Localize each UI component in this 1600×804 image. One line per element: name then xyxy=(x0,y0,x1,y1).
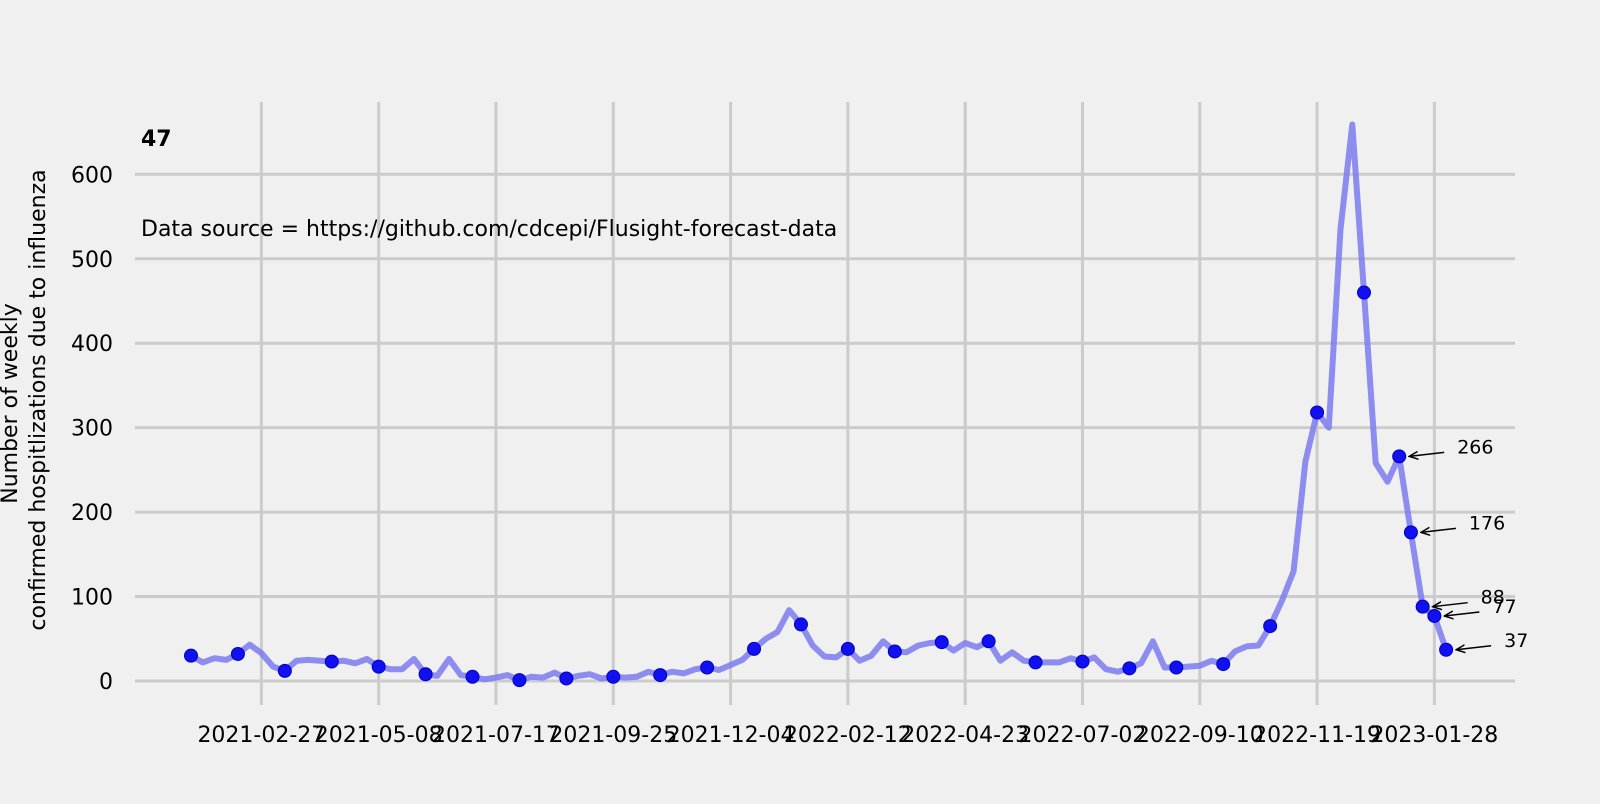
x-tick-label: 2022-04-23 xyxy=(901,723,1029,748)
callout-label: 88 xyxy=(1481,587,1505,609)
data-source-annotation: Data source = https://github.com/cdcepi/… xyxy=(141,217,837,242)
data-point xyxy=(887,644,902,659)
y-axis-label-line-1: Number of weekly xyxy=(0,303,23,504)
data-point xyxy=(324,654,339,669)
data-point xyxy=(1075,654,1090,669)
callout-arrow xyxy=(1433,603,1468,607)
data-point xyxy=(700,660,715,675)
callout-label: 176 xyxy=(1469,512,1505,534)
data-point xyxy=(793,617,808,632)
data-point xyxy=(1263,619,1278,634)
x-tick-label: 2022-11-19 xyxy=(1253,723,1381,748)
data-point xyxy=(1415,599,1430,614)
y-axis-label-line-2: confirmed hospitlizations due to influen… xyxy=(26,169,51,630)
series-line-path xyxy=(188,121,1450,684)
data-point xyxy=(1216,657,1231,672)
data-point xyxy=(606,669,621,684)
callout-label: 266 xyxy=(1457,436,1493,458)
x-tick-label: 2022-07-02 xyxy=(1019,723,1147,748)
x-tick-label: 2022-09-10 xyxy=(1136,723,1264,748)
data-point xyxy=(465,669,480,684)
x-axis-ticks: 2021-02-272021-05-082021-07-172021-09-25… xyxy=(197,723,1498,748)
x-tick-label: 2021-07-17 xyxy=(432,723,560,748)
data-point xyxy=(1427,608,1442,623)
data-point xyxy=(747,641,762,656)
data-point xyxy=(653,668,668,683)
series-line xyxy=(188,121,1450,684)
series-markers xyxy=(184,285,1454,688)
y-tick-label: 400 xyxy=(71,332,113,357)
x-tick-label: 2023-01-28 xyxy=(1370,723,1498,748)
data-point xyxy=(934,635,949,650)
data-point xyxy=(371,659,386,674)
chart-title: 47 xyxy=(141,127,172,152)
data-point xyxy=(230,646,245,661)
y-tick-label: 600 xyxy=(71,163,113,188)
data-point xyxy=(1169,660,1184,675)
data-point xyxy=(1403,525,1418,540)
data-point xyxy=(840,641,855,656)
y-tick-label: 500 xyxy=(71,248,113,273)
x-tick-label: 2021-02-27 xyxy=(197,723,325,748)
data-point xyxy=(1122,661,1137,676)
y-tick-label: 200 xyxy=(71,501,113,526)
x-tick-label: 2021-05-08 xyxy=(315,723,443,748)
data-point xyxy=(418,667,433,682)
y-tick-label: 0 xyxy=(99,670,113,695)
x-tick-label: 2021-12-04 xyxy=(667,723,795,748)
y-axis-ticks: 0 100 200 300 400 500 600 xyxy=(71,163,113,695)
grid-lines xyxy=(135,102,1515,705)
y-tick-label: 100 xyxy=(71,586,113,611)
data-point xyxy=(277,663,292,678)
y-tick-label: 300 xyxy=(71,417,113,442)
data-point xyxy=(184,648,198,663)
data-point xyxy=(1028,655,1043,670)
x-tick-label: 2022-02-12 xyxy=(784,723,912,748)
x-tick-label: 2021-09-25 xyxy=(549,723,677,748)
data-point xyxy=(559,671,574,686)
callout-arrow xyxy=(1421,528,1457,532)
data-point xyxy=(1439,642,1454,657)
data-point xyxy=(1357,285,1371,300)
callout-arrow xyxy=(1456,646,1492,650)
data-point xyxy=(1392,449,1407,464)
callout-label: 37 xyxy=(1504,630,1528,652)
y-axis-label: Number of weekly confirmed hospitlizatio… xyxy=(0,169,51,630)
callout-label: 77 xyxy=(1492,596,1516,618)
data-point xyxy=(981,634,996,649)
data-point xyxy=(1310,405,1325,420)
callout-arrow xyxy=(1444,612,1480,616)
data-point xyxy=(512,673,527,688)
callout-arrow xyxy=(1409,452,1445,456)
